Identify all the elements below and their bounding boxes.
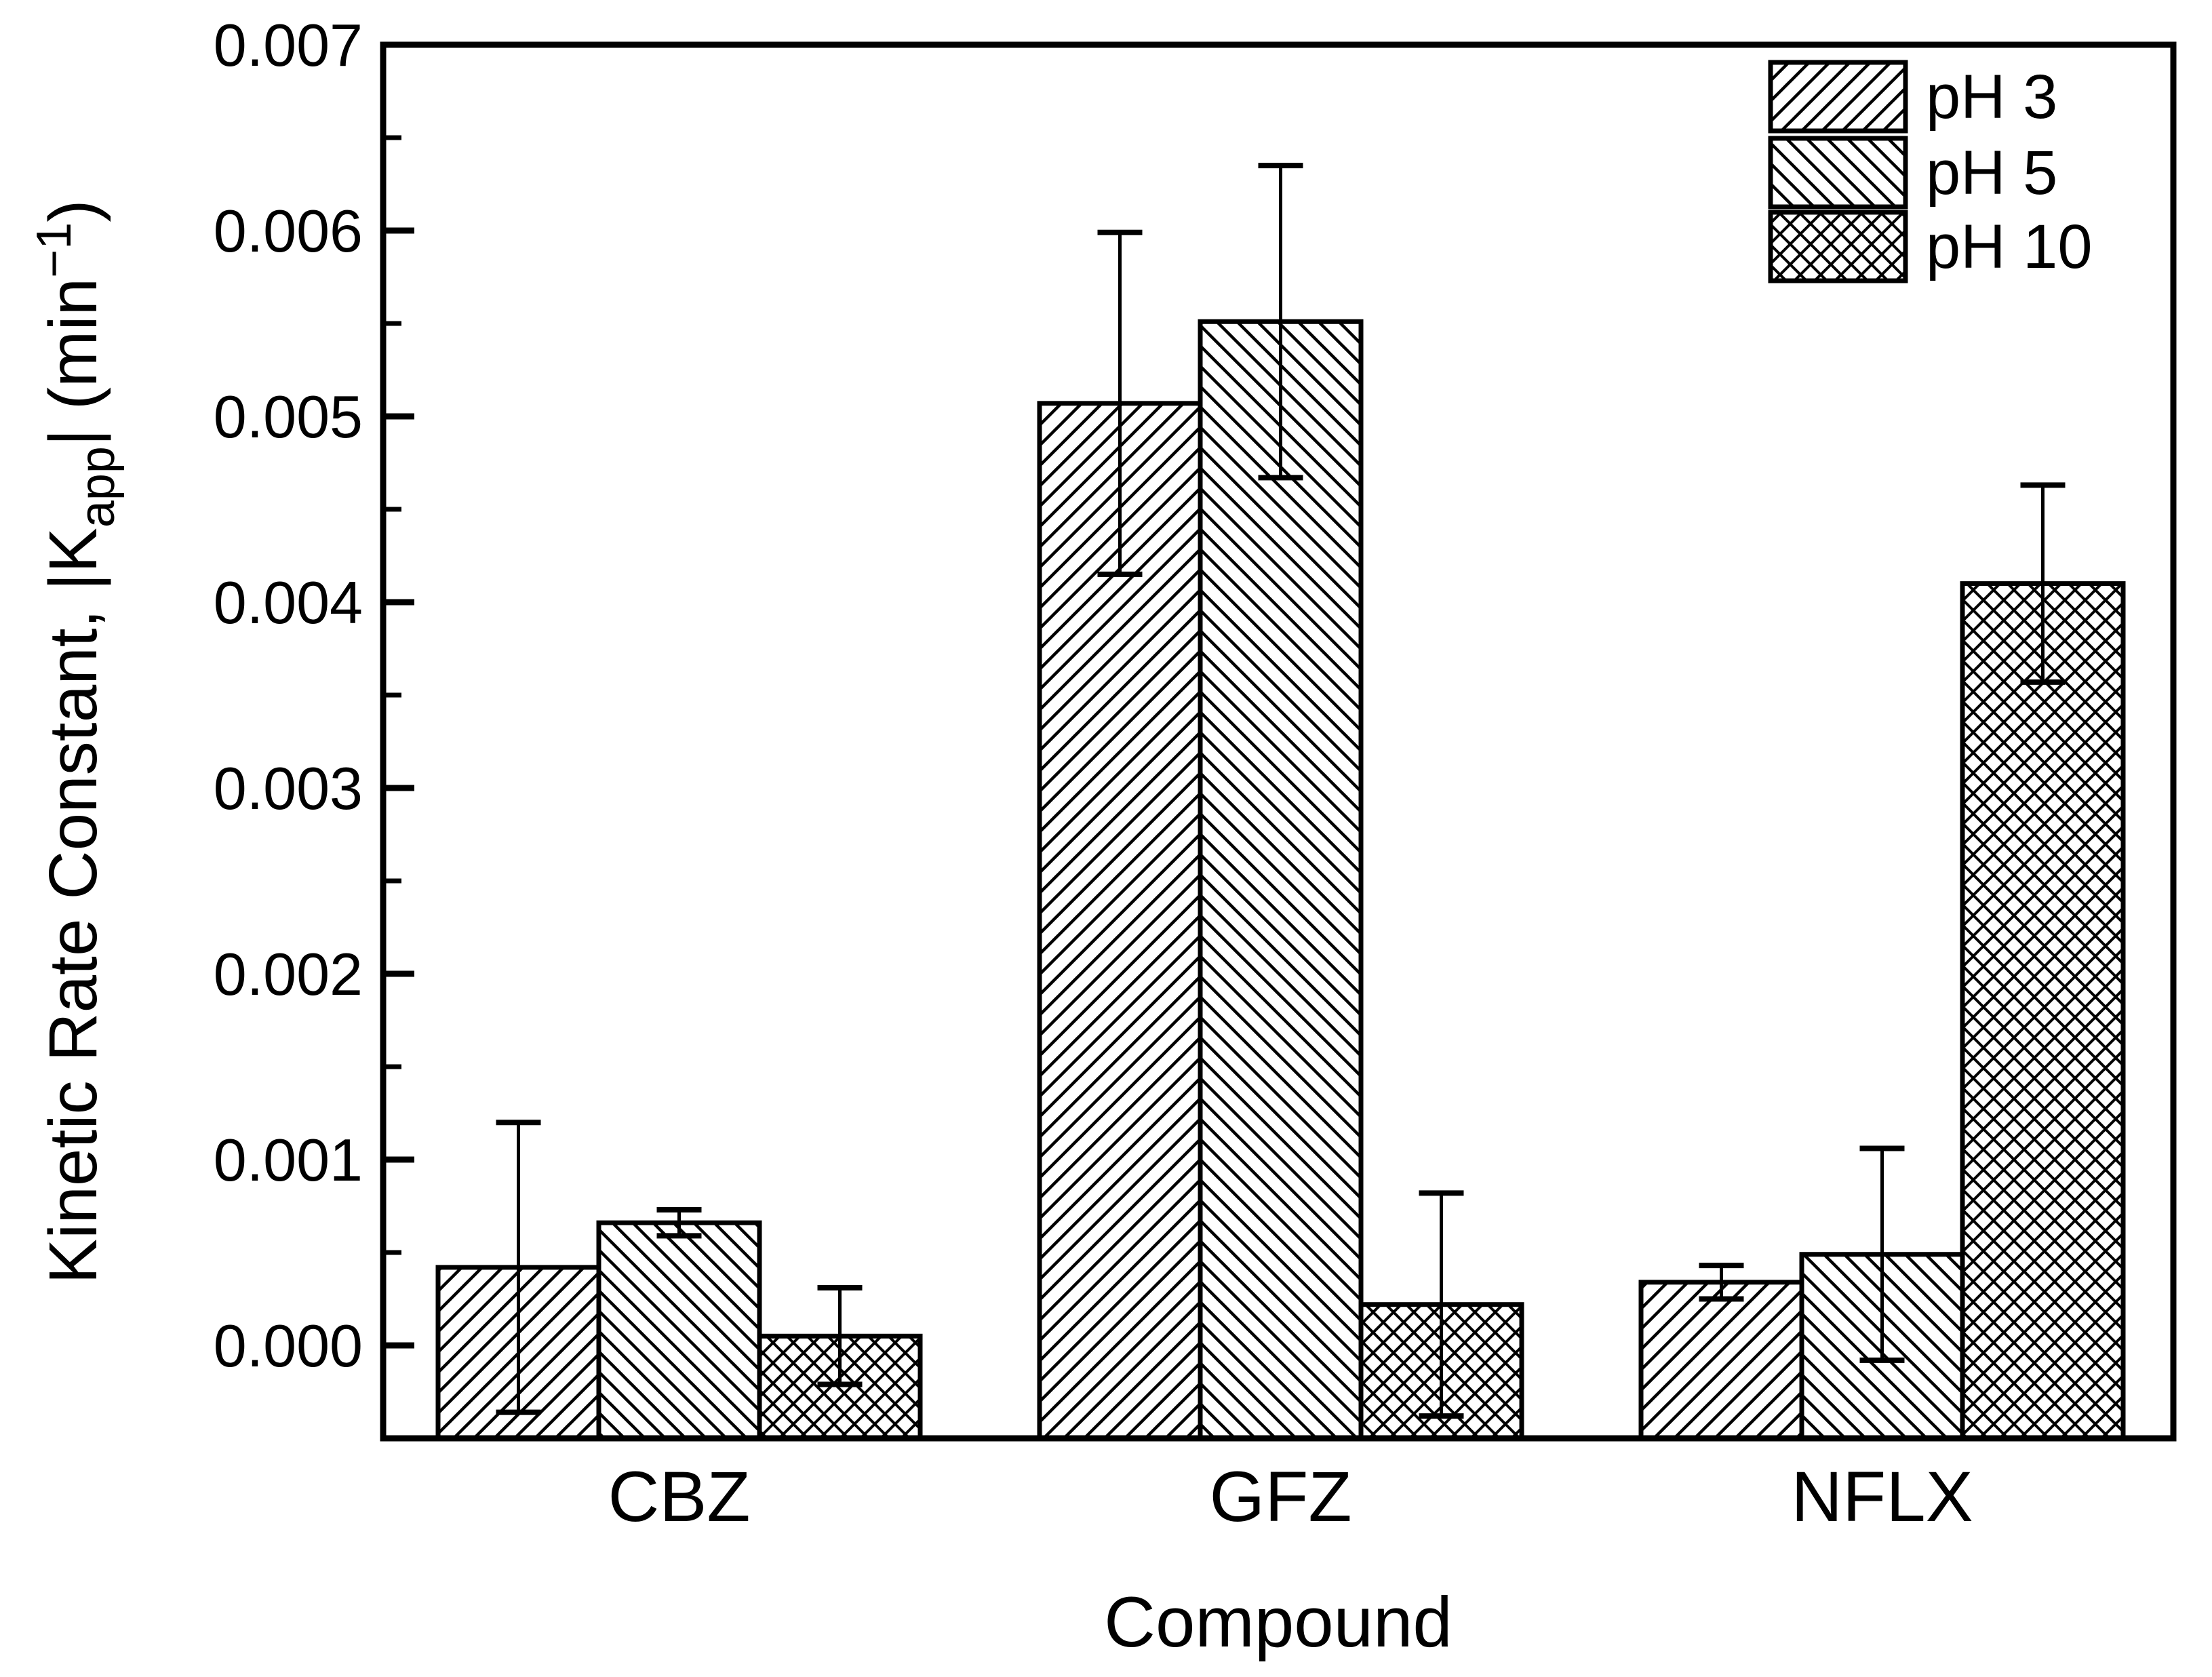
y-tick-label-0.003: 0.003: [214, 755, 363, 822]
x-tick-label-NFLX: NFLX: [1791, 1457, 1973, 1537]
y-tick-label-0.002: 0.002: [214, 941, 363, 1008]
x-tick-label-GFZ: GFZ: [1210, 1457, 1352, 1537]
y-axis-title: Kinetic Rate Constant, |Kapp| (min−1): [27, 199, 125, 1284]
legend-label-ph3: pH 3: [1926, 62, 2057, 132]
axis-tick-labels-layer: 0.000 0.001 0.002 0.003 0.004 0.005 0.006 0.007: [214, 12, 363, 1379]
y-axis-title-end: ): [35, 199, 111, 222]
legend: pH 3 pH 5 pH 10: [1768, 60, 2093, 283]
x-axis-title: Compound: [1104, 1583, 1453, 1662]
y-tick-label-0.007: 0.007: [214, 12, 363, 79]
legend-swatch-ph5: [1768, 136, 1908, 210]
x-tick-label-CBZ: CBZ: [608, 1457, 751, 1537]
y-tick-label-0.005: 0.005: [214, 383, 363, 450]
category-labels-layer: CBZ GFZ NFLX: [608, 1457, 1973, 1537]
bars-layer: [435, 319, 2126, 1441]
y-tick-label-0.006: 0.006: [214, 197, 363, 264]
plot-border: [380, 41, 2177, 1442]
y-tick-label-0.000: 0.000: [214, 1312, 363, 1379]
error-bars-layer: [496, 163, 2066, 1419]
legend-swatch-ph10: [1768, 210, 1908, 283]
bar-CBZ-pH5: [596, 1220, 762, 1441]
legend-label-ph5: pH 5: [1926, 138, 2057, 208]
y-axis-title-superscript: −1: [27, 222, 81, 278]
y-axis-title-subscript: app: [71, 446, 125, 528]
legend-swatch-ph3: [1768, 60, 1908, 134]
bar-NFLX-pH3: [1638, 1280, 1804, 1441]
bar-GFZ-pH5: [1198, 319, 1364, 1441]
y-axis-title-mid: | (min: [35, 278, 111, 446]
y-tick-label-0.004: 0.004: [214, 569, 363, 636]
y-tick-label-0.001: 0.001: [214, 1126, 363, 1193]
bar-NFLX-pH10: [1960, 581, 2126, 1441]
legend-label-ph10: pH 10: [1926, 212, 2093, 281]
y-axis-title-main: Kinetic Rate Constant, |K: [35, 528, 111, 1284]
